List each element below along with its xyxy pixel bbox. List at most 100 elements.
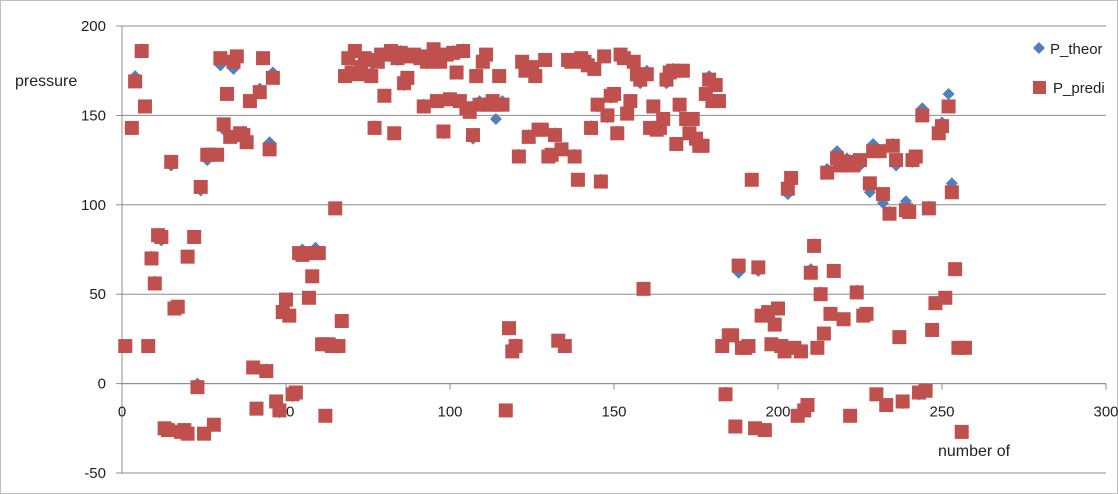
data-point-square	[508, 339, 523, 354]
data-point-square	[836, 312, 851, 327]
data-point-square	[843, 408, 858, 423]
data-point-square	[925, 322, 940, 337]
data-point-square	[495, 97, 510, 112]
data-point-square	[364, 69, 379, 84]
data-point-square	[784, 170, 799, 185]
y-tick-label: -50	[84, 465, 106, 482]
data-point-square	[193, 179, 208, 194]
data-point-square	[751, 260, 766, 275]
data-point-square	[915, 108, 930, 123]
data-point-square	[875, 187, 890, 202]
data-point-square	[597, 49, 612, 64]
data-point-square	[377, 88, 392, 103]
data-point-square	[853, 153, 867, 168]
data-point-square	[449, 65, 464, 80]
data-point-square	[793, 344, 808, 359]
data-point-square	[954, 424, 969, 439]
data-point-square	[767, 317, 782, 332]
data-point-square	[206, 417, 221, 432]
data-point-square	[813, 287, 828, 302]
data-point-square	[879, 398, 894, 413]
data-point-square	[672, 97, 687, 112]
axes	[116, 25, 1107, 474]
data-point-square	[311, 246, 326, 261]
data-point-square	[252, 85, 267, 100]
legend-label-series-1: P_theor	[1050, 41, 1103, 58]
data-point-square	[134, 44, 149, 59]
data-point-square	[593, 174, 608, 189]
data-point-square	[892, 330, 907, 345]
y-tick-label: 50	[89, 286, 106, 303]
data-point-square	[744, 172, 759, 187]
data-point-square	[328, 201, 343, 216]
data-point-square	[436, 124, 451, 139]
data-point-square	[807, 238, 822, 253]
data-point-square	[938, 290, 953, 305]
legend-marker-diamond	[1033, 42, 1045, 54]
legend-item-series-1: P_theor	[1033, 41, 1103, 58]
y-tick-label: 150	[81, 107, 106, 124]
data-point-square	[416, 99, 431, 114]
y-axis-title: pressure	[15, 73, 77, 90]
data-point-square	[429, 94, 444, 109]
data-point-square	[895, 394, 910, 409]
data-series	[118, 42, 972, 441]
data-point-square	[623, 94, 638, 109]
data-point-square	[160, 423, 175, 438]
data-point-square	[800, 398, 815, 413]
x-tick-label: 0	[118, 404, 126, 421]
data-point-square	[885, 138, 900, 153]
data-point-square	[492, 69, 507, 84]
data-point-square	[256, 51, 271, 66]
data-point-square	[902, 204, 917, 219]
data-point-square	[147, 276, 162, 291]
data-point-square	[780, 181, 795, 196]
data-point-square	[279, 292, 293, 307]
data-point-square	[869, 387, 884, 402]
data-point-square	[547, 128, 562, 143]
y-tick-label: 100	[81, 197, 106, 214]
series-2	[118, 42, 972, 441]
data-point-square	[590, 97, 605, 112]
data-point-square	[610, 126, 625, 141]
data-point-square	[229, 49, 244, 64]
data-point-square	[695, 138, 710, 153]
data-point-square	[957, 340, 972, 355]
data-point-square	[213, 51, 228, 66]
data-point-square	[685, 111, 700, 126]
data-point-square	[479, 47, 494, 62]
data-point-square	[708, 78, 723, 93]
data-point-square	[259, 364, 274, 379]
legend-item-series-2: P_predi	[1033, 80, 1105, 97]
data-point-square	[141, 339, 156, 354]
data-point-square	[587, 61, 602, 76]
data-point-square	[820, 165, 835, 180]
data-point-square	[170, 299, 185, 314]
data-point-square	[282, 308, 297, 323]
data-point-square	[584, 120, 599, 135]
data-point-square	[771, 301, 785, 316]
data-point-square	[400, 70, 415, 85]
data-point-square	[941, 99, 956, 114]
data-point-square	[882, 206, 897, 221]
data-point-square	[948, 262, 963, 277]
data-point-square	[456, 44, 471, 59]
tick-labels: -50050100150200050100150200250300	[81, 18, 1118, 482]
data-point-square	[728, 419, 743, 434]
data-point-square	[859, 306, 874, 321]
data-point-square	[944, 185, 959, 200]
data-point-square	[557, 339, 572, 354]
data-point-square	[216, 117, 231, 132]
data-point-square	[567, 149, 582, 164]
data-point-square	[265, 70, 280, 85]
data-point-diamond	[942, 87, 955, 100]
data-point-square	[511, 149, 526, 164]
data-point-square	[538, 52, 553, 67]
data-point-square	[675, 63, 690, 78]
data-point-square	[626, 54, 641, 69]
data-point-square	[639, 67, 654, 82]
data-point-diamond	[489, 112, 502, 125]
data-point-square	[137, 99, 152, 114]
x-axis-title: number of	[938, 443, 1011, 460]
